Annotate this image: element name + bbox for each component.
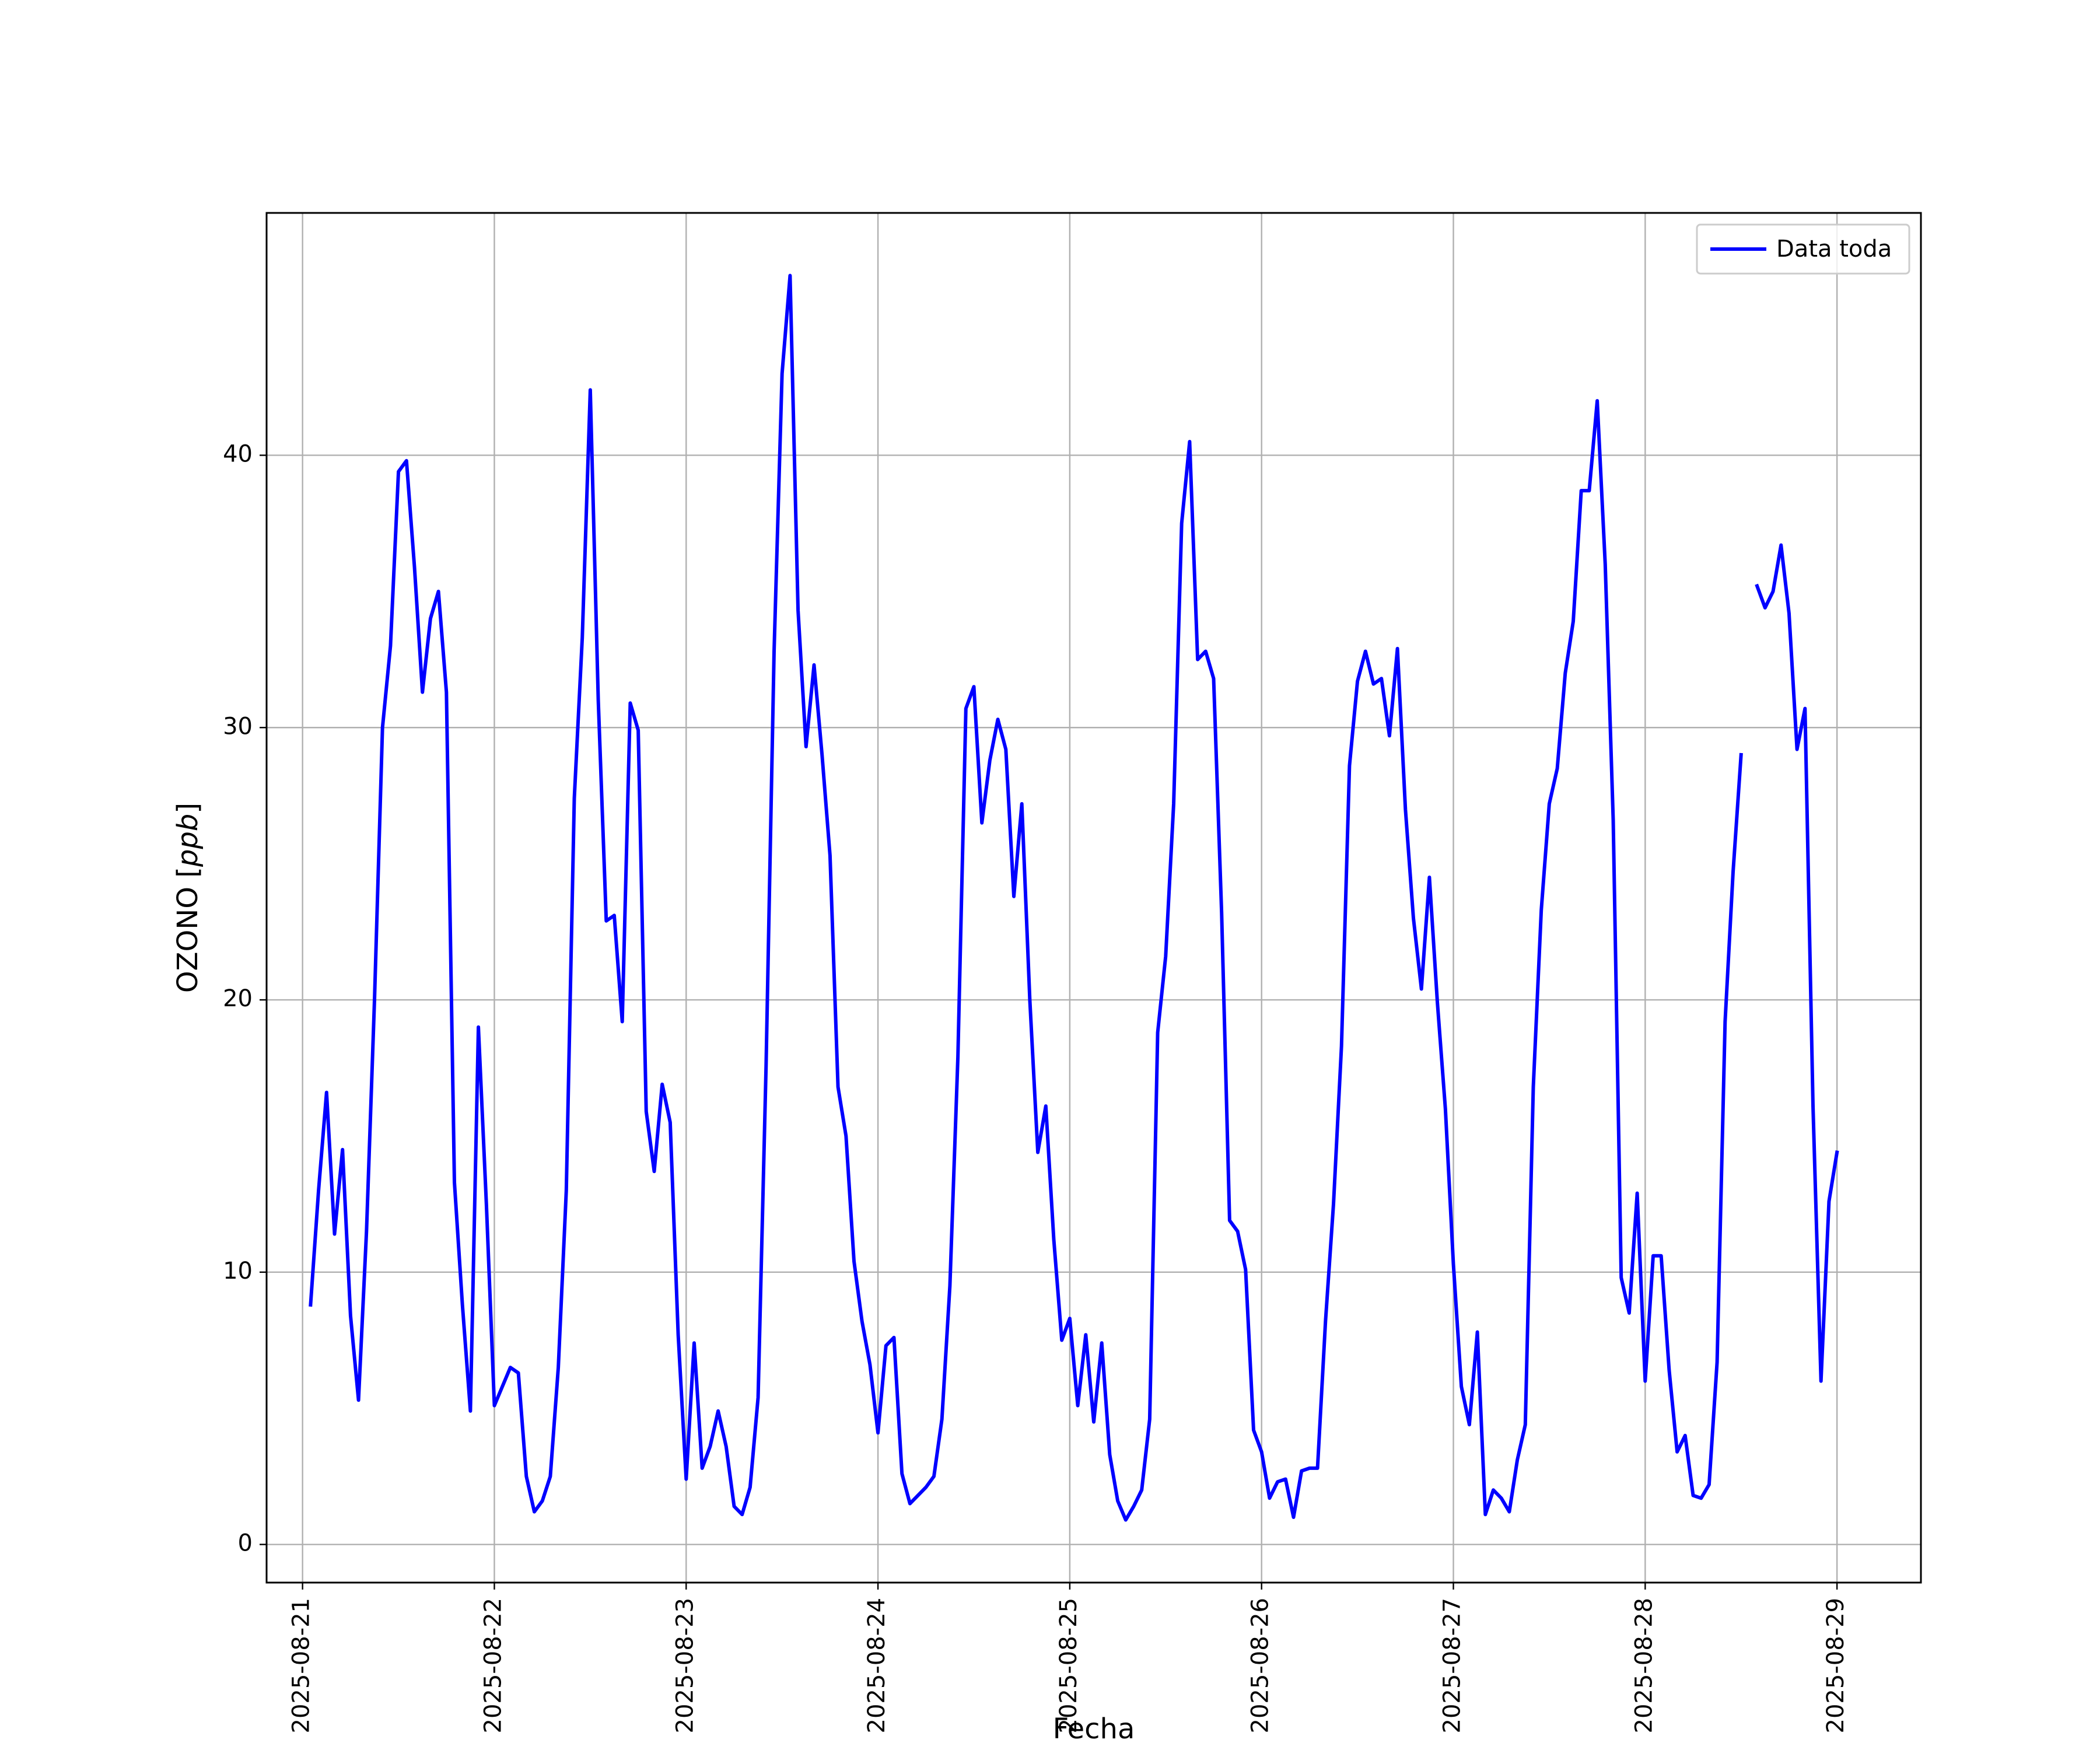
- x-tick-label: 2025-08-29: [1822, 1598, 1849, 1733]
- y-axis-label: OZONO [ppb]: [172, 803, 204, 993]
- y-axis: 0 10 20 30 40: [223, 440, 267, 1557]
- x-tick-label: 2025-08-26: [1247, 1598, 1274, 1733]
- legend-box: [1696, 223, 1910, 275]
- plot-area-frame: [265, 212, 1922, 1584]
- x-axis: 2025-08-21 2025-08-22 2025-08-23 2025-08-24…: [288, 1583, 1849, 1733]
- y-tick-label: 10: [223, 1258, 253, 1284]
- series-line-data-toda: [1755, 543, 1839, 1383]
- y-tick-label: 30: [223, 713, 253, 740]
- y-axis-label-main: OZONO [: [172, 867, 204, 993]
- series-layer: [309, 274, 1839, 1522]
- x-tick-label: 2025-08-27: [1439, 1598, 1466, 1733]
- legend: Data toda: [1696, 223, 1910, 275]
- x-tick-label: 2025-08-24: [863, 1598, 890, 1733]
- x-tick-label: 2025-08-22: [480, 1598, 506, 1733]
- legend-label-data-toda: Data toda: [1776, 236, 1892, 262]
- series-line-data-toda: [309, 274, 1743, 1522]
- x-axis-label: Fecha: [1053, 1713, 1135, 1745]
- grid: [267, 213, 1921, 1583]
- y-tick-label: 0: [238, 1530, 253, 1557]
- x-tick-label: 2025-08-28: [1630, 1598, 1657, 1733]
- x-tick-label: 2025-08-21: [288, 1598, 315, 1733]
- y-axis-label-close: ]: [172, 803, 204, 814]
- x-tick-label: 2025-08-25: [1055, 1598, 1082, 1733]
- y-axis-label-unit: ppb: [172, 814, 204, 867]
- y-tick-label: 20: [223, 985, 253, 1012]
- x-tick-label: 2025-08-23: [671, 1598, 698, 1733]
- y-tick-label: 40: [223, 440, 253, 467]
